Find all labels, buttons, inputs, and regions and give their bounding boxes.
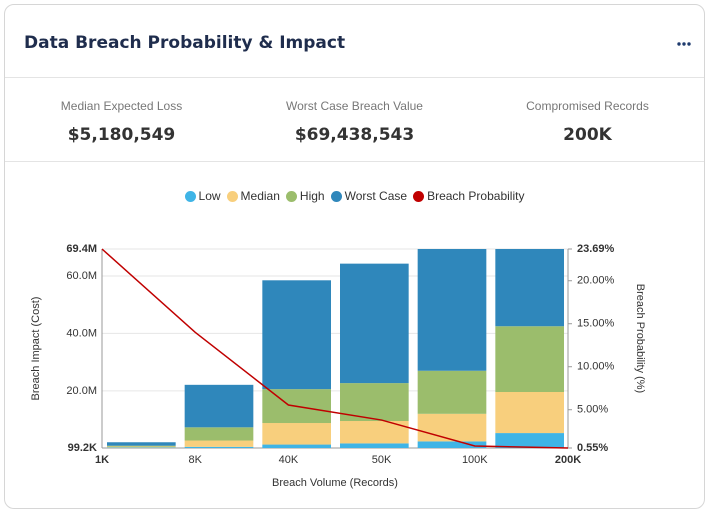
y-axis-title: Breach Impact (Cost) bbox=[30, 297, 42, 401]
bar-segment bbox=[262, 444, 331, 448]
legend-label: Breach Probability bbox=[427, 189, 525, 203]
legend-label: Low bbox=[198, 189, 221, 203]
legend: Low Median High Worst Case Breach Probabilit… bbox=[5, 189, 704, 203]
bar-segment bbox=[417, 249, 487, 371]
legend-label: Median bbox=[240, 189, 280, 203]
bar-segment bbox=[262, 423, 331, 445]
bar-segment bbox=[340, 421, 409, 444]
y-tick-label: 69.4M bbox=[66, 243, 97, 255]
legend-item: Median bbox=[226, 189, 280, 203]
kpi-label: Median Expected Loss bbox=[60, 99, 183, 113]
legend-swatch bbox=[285, 190, 297, 202]
legend-swatch bbox=[413, 190, 425, 202]
y2-tick-label: 20.00% bbox=[577, 275, 615, 287]
bar-segment bbox=[417, 370, 487, 414]
bar-segment bbox=[417, 441, 487, 448]
y-tick-label: 40.0M bbox=[66, 327, 97, 339]
kpi: Median Expected Loss $5,180,549 bbox=[5, 99, 238, 145]
kpi-label: Worst Case Breach Value bbox=[286, 99, 423, 113]
divider bbox=[5, 161, 704, 162]
legend-item: Worst Case bbox=[330, 189, 408, 203]
y2-tick-label: 0.55% bbox=[577, 442, 608, 454]
bar-segment bbox=[262, 280, 331, 390]
kpi-row: Median Expected Loss $5,180,549 Worst Case… bbox=[5, 99, 704, 145]
bar-segment bbox=[184, 440, 254, 447]
y-tick-label: 60.0M bbox=[66, 270, 97, 282]
x-tick-label: 50K bbox=[372, 454, 392, 466]
kpi: Compromised Records 200K bbox=[471, 99, 704, 145]
bar-segment bbox=[107, 445, 176, 447]
y2-axis-title: Breach Probability (%) bbox=[634, 284, 646, 393]
x-tick-label: 40K bbox=[279, 454, 299, 466]
x-tick-label: 1K bbox=[95, 454, 109, 466]
bar-segment bbox=[495, 433, 564, 448]
kpi-value: $5,180,549 bbox=[67, 125, 176, 145]
x-tick-label: 8K bbox=[188, 454, 202, 466]
divider bbox=[5, 77, 704, 78]
y-tick-label: 99.2K bbox=[68, 442, 97, 454]
y2-tick-label: 10.00% bbox=[577, 361, 615, 373]
bar-segment bbox=[340, 443, 409, 448]
legend-swatch bbox=[226, 190, 238, 202]
y2-tick-label: 15.00% bbox=[577, 318, 615, 330]
bar-segment bbox=[184, 427, 254, 441]
bar-segment bbox=[417, 413, 487, 442]
y2-tick-label: 5.00% bbox=[577, 404, 608, 416]
legend-item: Breach Probability bbox=[413, 189, 524, 203]
bar-segment bbox=[107, 447, 176, 448]
bar-segment bbox=[184, 384, 254, 428]
menu-button[interactable] bbox=[676, 41, 692, 47]
bar-segment bbox=[495, 326, 564, 393]
bar-segment bbox=[184, 446, 254, 448]
legend-label: Worst Case bbox=[344, 189, 408, 203]
bar-segment bbox=[107, 442, 176, 446]
x-axis-title: Breach Volume (Records) bbox=[272, 477, 398, 489]
bar-segment bbox=[340, 263, 409, 384]
legend-swatch bbox=[330, 190, 342, 202]
kpi-value: 200K bbox=[563, 125, 612, 145]
legend-label: High bbox=[299, 189, 325, 203]
probability-line bbox=[101, 248, 569, 449]
y2-tick-label: 23.69% bbox=[577, 243, 615, 255]
legend-swatch bbox=[184, 190, 196, 202]
x-tick-label: 100K bbox=[462, 454, 488, 466]
x-tick-label: 200K bbox=[555, 454, 581, 466]
kpi-label: Compromised Records bbox=[526, 99, 649, 113]
legend-item: Low bbox=[184, 189, 221, 203]
kpi: Worst Case Breach Value $69,438,543 bbox=[238, 99, 471, 145]
legend-item: High bbox=[285, 189, 325, 203]
bar-segment bbox=[107, 446, 176, 448]
kpi-value: $69,438,543 bbox=[294, 125, 415, 145]
bar-segment bbox=[495, 392, 564, 434]
bar-segment bbox=[495, 249, 564, 327]
y-tick-label: 20.0M bbox=[66, 385, 97, 397]
card-title: Data Breach Probability & Impact bbox=[24, 33, 346, 53]
